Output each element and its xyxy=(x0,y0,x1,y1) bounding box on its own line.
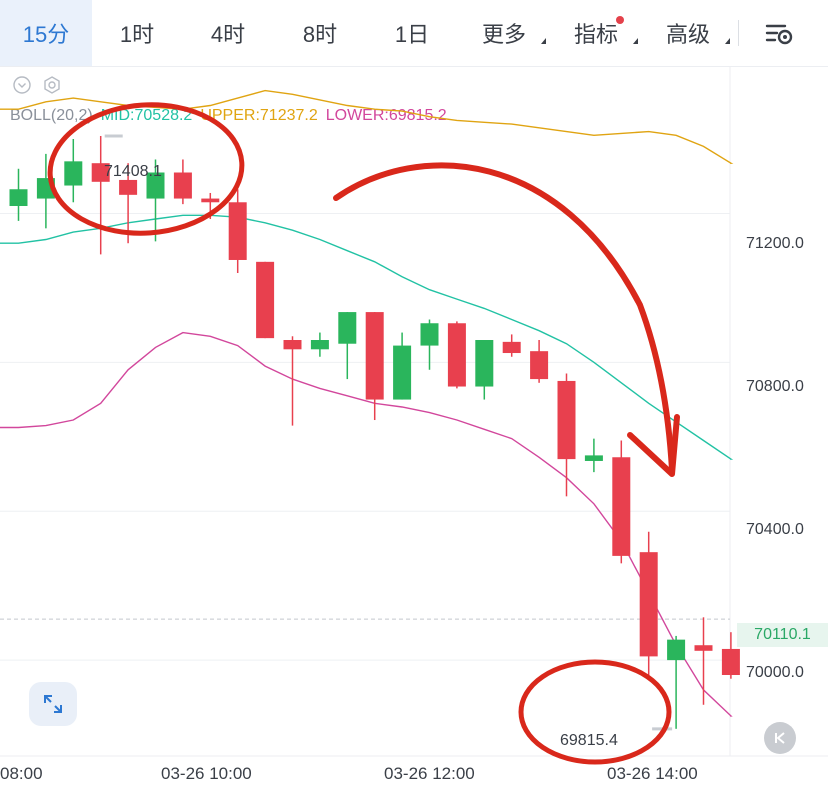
fullscreen-button[interactable] xyxy=(29,682,77,726)
candle-body-up xyxy=(146,172,165,199)
tab-label: 高级 xyxy=(665,22,710,47)
notification-dot xyxy=(616,16,624,24)
candle-body-down xyxy=(173,172,192,199)
candle-body-down xyxy=(256,261,275,339)
tab-label: 15分 xyxy=(22,22,70,47)
tab-advanced[interactable]: 高级 xyxy=(642,0,734,66)
candle-body-down xyxy=(283,340,302,350)
candle-body-down xyxy=(447,323,466,387)
candle-body-up xyxy=(310,340,329,350)
collapse-indicator-icon[interactable] xyxy=(12,75,32,95)
chart-settings-icon[interactable] xyxy=(763,18,795,48)
candle-body-down xyxy=(201,198,220,203)
boll-legend: BOLL(20,2) MID:70528.2 UPPER:71237.2 LOW… xyxy=(10,107,447,125)
time-tick-label: 03-26 14:00 xyxy=(607,764,698,783)
candle-body-down xyxy=(639,552,658,657)
candle-body-up xyxy=(667,639,686,661)
candle-body-up xyxy=(338,312,357,344)
candle-body-down xyxy=(612,457,631,556)
candle-body-down xyxy=(365,312,384,400)
tab-1d[interactable]: 1日 xyxy=(366,0,458,66)
candle-body-down xyxy=(530,351,549,380)
high-price-annotation: 71408.1 xyxy=(104,163,162,180)
candle-body-down xyxy=(557,380,576,460)
boll-mid-line xyxy=(0,214,734,460)
downtrend-arrow xyxy=(333,162,675,473)
skip-back-icon xyxy=(775,732,785,744)
candle-body-up xyxy=(393,345,412,400)
candle-body-up xyxy=(9,189,28,206)
candle-body-up xyxy=(420,323,439,346)
tab-more[interactable]: 更多 xyxy=(458,0,550,66)
price-tick-label: 70800.0 xyxy=(746,378,804,395)
candle-body-down xyxy=(694,645,713,651)
tab-4h[interactable]: 4时 xyxy=(182,0,274,66)
indicator-controls xyxy=(12,75,62,95)
tab-15m[interactable]: 15分 xyxy=(0,0,92,66)
tab-label: 指标 xyxy=(573,22,618,47)
candlestick-chart[interactable] xyxy=(0,66,828,798)
tab-label: 1日 xyxy=(394,22,430,47)
tab-label: 更多 xyxy=(481,22,526,47)
candle-body-down xyxy=(502,341,521,354)
time-tick-label: 03-26 10:00 xyxy=(161,764,252,783)
time-tick-label: 08:00 xyxy=(0,764,43,783)
time-tick-label: 03-26 12:00 xyxy=(384,764,475,783)
candle-body-down xyxy=(721,648,740,675)
price-tick-label: 71200.0 xyxy=(746,235,804,252)
tab-label: 8时 xyxy=(302,22,338,47)
highlight-circle-high xyxy=(47,102,245,236)
boll-lower-value: LOWER:69815.2 xyxy=(325,107,447,124)
caret-down-icon xyxy=(541,38,546,44)
current-price-tag: 70110.1 xyxy=(737,623,828,647)
boll-mid-value: MID:70528.2 xyxy=(100,107,193,124)
candle-body-up xyxy=(64,161,83,186)
tab-label: 4时 xyxy=(210,22,246,47)
candle-body-up xyxy=(584,455,603,461)
timeframe-tabs: 15分 1时 4时 8时 1日 更多 指标 高级 xyxy=(0,0,828,67)
highlight-circle-low xyxy=(518,659,672,765)
boll-upper-value: UPPER:71237.2 xyxy=(200,107,318,124)
candle-body-down xyxy=(119,179,138,195)
caret-down-icon xyxy=(633,38,638,44)
downtrend-arrow-head xyxy=(627,414,680,477)
toolbar-divider xyxy=(738,20,739,46)
low-price-annotation: 69815.4 xyxy=(560,732,618,749)
boll-label: BOLL(20,2) xyxy=(10,107,93,124)
indicator-settings-icon[interactable] xyxy=(42,75,62,95)
candle-body-up xyxy=(475,340,494,387)
caret-down-icon xyxy=(725,38,730,44)
tab-1h[interactable]: 1时 xyxy=(92,0,182,66)
tab-label: 1时 xyxy=(119,22,155,47)
candle-body-down xyxy=(228,202,247,260)
boll-upper-line xyxy=(0,89,734,164)
scroll-to-latest-button[interactable] xyxy=(764,722,796,754)
expand-icon xyxy=(44,695,62,713)
tab-indicators[interactable]: 指标 xyxy=(550,0,642,66)
tab-8h[interactable]: 8时 xyxy=(274,0,366,66)
price-tick-label: 70400.0 xyxy=(746,521,804,538)
candle-body-down xyxy=(91,163,110,182)
price-tick-label: 70000.0 xyxy=(746,664,804,681)
